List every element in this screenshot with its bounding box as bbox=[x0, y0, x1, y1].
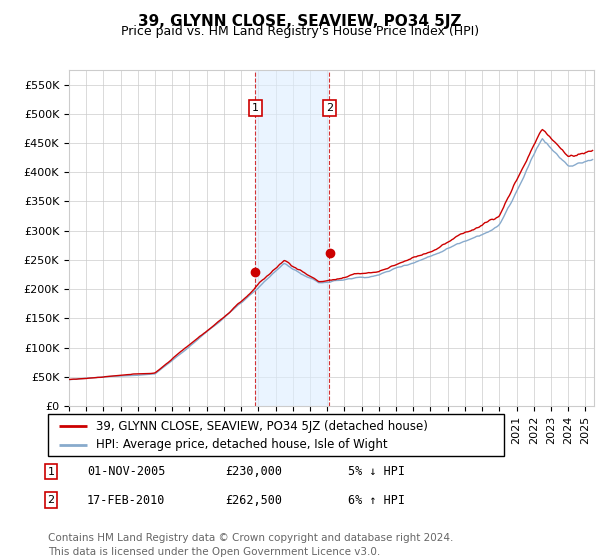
Bar bbox=[256, 70, 329, 406]
Text: 1: 1 bbox=[252, 103, 259, 113]
Text: £230,000: £230,000 bbox=[225, 465, 282, 478]
Text: 01-NOV-2005: 01-NOV-2005 bbox=[87, 465, 166, 478]
Text: HPI: Average price, detached house, Isle of Wight: HPI: Average price, detached house, Isle… bbox=[96, 438, 388, 451]
Text: Price paid vs. HM Land Registry's House Price Index (HPI): Price paid vs. HM Land Registry's House … bbox=[121, 25, 479, 38]
Text: 1: 1 bbox=[47, 466, 55, 477]
Text: 2: 2 bbox=[47, 495, 55, 505]
Text: Contains HM Land Registry data © Crown copyright and database right 2024.
This d: Contains HM Land Registry data © Crown c… bbox=[48, 533, 454, 557]
Text: £262,500: £262,500 bbox=[225, 493, 282, 507]
Text: 39, GLYNN CLOSE, SEAVIEW, PO34 5JZ: 39, GLYNN CLOSE, SEAVIEW, PO34 5JZ bbox=[138, 14, 462, 29]
Text: 17-FEB-2010: 17-FEB-2010 bbox=[87, 493, 166, 507]
Text: 6% ↑ HPI: 6% ↑ HPI bbox=[348, 493, 405, 507]
Text: 5% ↓ HPI: 5% ↓ HPI bbox=[348, 465, 405, 478]
Text: 39, GLYNN CLOSE, SEAVIEW, PO34 5JZ (detached house): 39, GLYNN CLOSE, SEAVIEW, PO34 5JZ (deta… bbox=[96, 419, 428, 433]
Text: 2: 2 bbox=[326, 103, 333, 113]
